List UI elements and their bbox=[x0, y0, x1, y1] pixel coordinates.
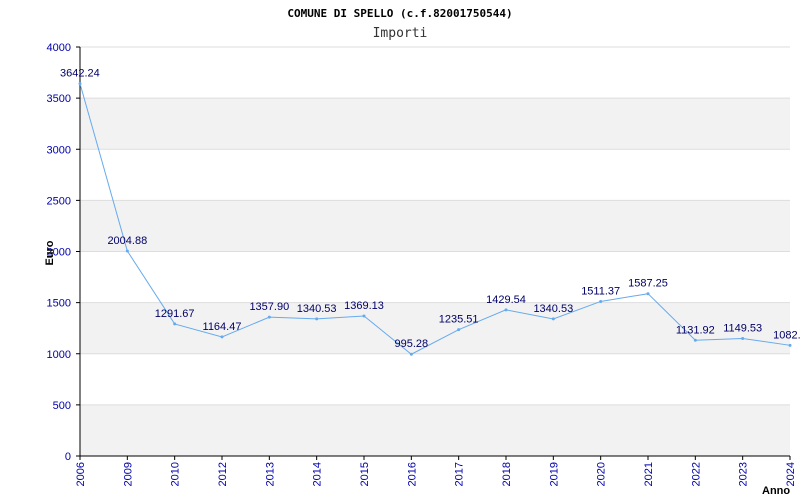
data-label: 1357.90 bbox=[249, 301, 289, 313]
data-label: 1164.47 bbox=[203, 321, 242, 333]
grid-band bbox=[80, 98, 790, 150]
x-tick-label: 2009 bbox=[122, 462, 134, 486]
data-point bbox=[457, 328, 461, 332]
data-point bbox=[788, 343, 792, 347]
y-tick-label: 500 bbox=[53, 400, 71, 412]
data-label: 1340.53 bbox=[533, 303, 573, 315]
data-point bbox=[315, 317, 319, 321]
data-point bbox=[173, 322, 177, 326]
y-axis-label: Euro bbox=[44, 240, 56, 265]
data-point bbox=[599, 299, 603, 303]
chart-title: COMUNE DI SPELLO (c.f.82001750544) bbox=[287, 7, 512, 20]
data-label: 995.28 bbox=[395, 338, 429, 350]
x-tick-label: 2015 bbox=[359, 462, 371, 486]
x-tick-label: 2006 bbox=[75, 462, 87, 486]
x-tick-label: 2023 bbox=[738, 462, 750, 486]
x-tick-label: 2012 bbox=[217, 462, 229, 486]
data-label: 1587.25 bbox=[628, 278, 668, 290]
data-label: 3642.24 bbox=[60, 68, 100, 80]
x-tick-label: 2019 bbox=[548, 462, 560, 486]
grid-lines bbox=[80, 46, 790, 406]
data-point bbox=[125, 249, 129, 253]
data-label: 1149.53 bbox=[723, 322, 762, 334]
data-labels: 3642.24 2004.88 1291.67 1164.47 1357.90 1340.… bbox=[60, 68, 800, 356]
data-point bbox=[267, 315, 271, 319]
x-tick-label: 2022 bbox=[690, 462, 702, 486]
x-tick-label: 2014 bbox=[312, 462, 324, 486]
x-tick-label: 2016 bbox=[406, 462, 418, 486]
data-label: 1369.13 bbox=[344, 300, 384, 312]
y-tick-label: 0 bbox=[65, 451, 71, 463]
y-tick-label: 3000 bbox=[47, 144, 71, 156]
data-point bbox=[646, 292, 650, 296]
x-tick-label: 2020 bbox=[596, 462, 608, 486]
x-tick-label: 2018 bbox=[501, 462, 513, 486]
y-tick-label: 2500 bbox=[47, 195, 71, 207]
x-tick-label: 2010 bbox=[170, 462, 182, 486]
data-label: 1511.37 bbox=[581, 285, 620, 297]
data-point bbox=[741, 336, 745, 340]
x-tick-label: 2021 bbox=[643, 462, 655, 486]
data-label: 1235.51 bbox=[439, 314, 479, 326]
grid-band bbox=[80, 404, 790, 456]
y-tick-label: 1500 bbox=[47, 298, 71, 310]
y-axis-ticks: 0 500 1000 1500 2000 2500 3000 3500 4000 bbox=[47, 42, 80, 463]
x-tick-label: 2013 bbox=[264, 462, 276, 486]
y-tick-label: 1000 bbox=[47, 349, 71, 361]
x-axis-ticks: 2006 2009 2010 2012 2013 2014 2015 2016 2017 2018… bbox=[75, 456, 797, 486]
data-label: 1131.92 bbox=[676, 324, 715, 336]
chart-subtitle: Importi bbox=[373, 26, 428, 41]
grid-band bbox=[80, 200, 790, 252]
data-point bbox=[220, 335, 224, 339]
series-line bbox=[79, 83, 791, 355]
data-point bbox=[504, 308, 508, 312]
grid-bands bbox=[80, 98, 790, 456]
y-tick-label: 3500 bbox=[47, 93, 71, 105]
data-point bbox=[362, 314, 366, 318]
data-point bbox=[551, 317, 555, 321]
x-axis-label: Anno bbox=[762, 485, 790, 497]
data-label: 1082.5 bbox=[773, 329, 800, 341]
x-tick-label: 2017 bbox=[454, 462, 466, 486]
data-label: 2004.88 bbox=[107, 235, 147, 247]
x-tick-label: 2024 bbox=[785, 462, 797, 486]
grid-band bbox=[80, 302, 790, 354]
y-tick-label: 4000 bbox=[47, 42, 71, 54]
data-label: 1291.67 bbox=[155, 308, 195, 320]
data-point bbox=[409, 352, 413, 356]
data-label: 1429.54 bbox=[486, 294, 526, 306]
data-point bbox=[693, 338, 697, 342]
data-label: 1340.53 bbox=[297, 303, 337, 315]
data-point bbox=[78, 82, 82, 86]
y-tick-label: 2000 bbox=[47, 247, 71, 259]
